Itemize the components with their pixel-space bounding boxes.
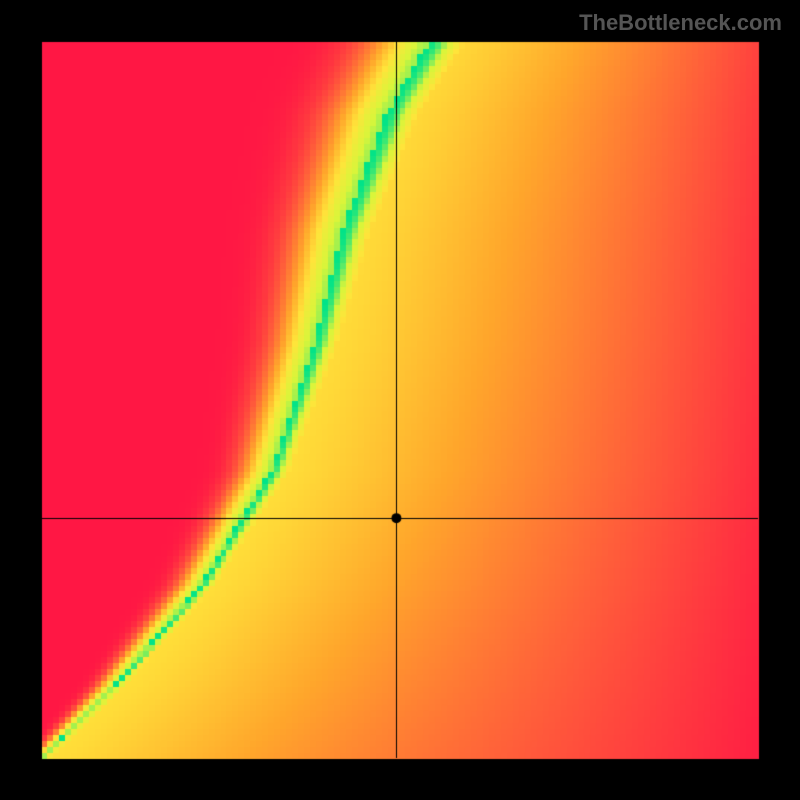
chart-container: { "watermark": { "text": "TheBottleneck.… [0,0,800,800]
bottleneck-heatmap [0,0,800,800]
watermark: TheBottleneck.com [579,10,782,36]
